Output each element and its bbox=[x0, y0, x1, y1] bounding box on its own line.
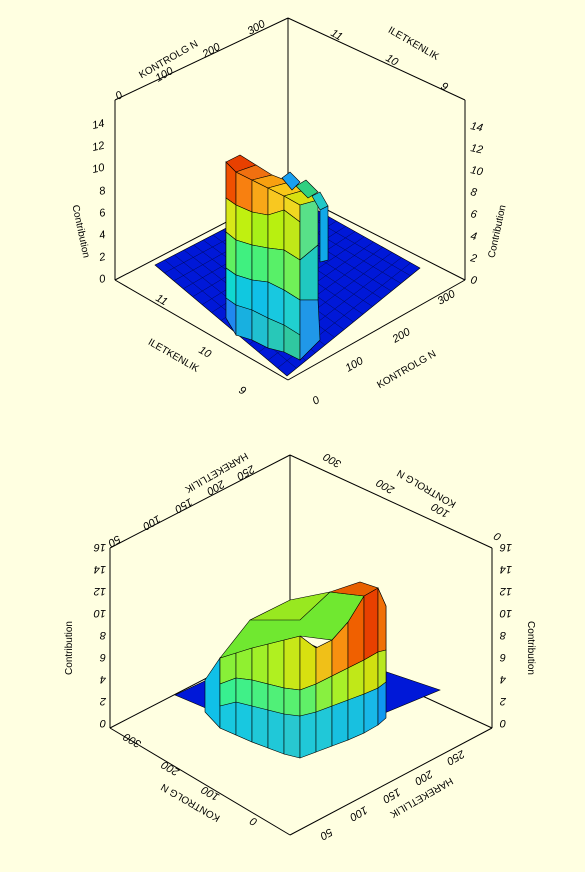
chart-2-top-x-ticks: 50 100 150 200 250 bbox=[105, 462, 257, 549]
c2-tx-150: 150 bbox=[172, 495, 195, 515]
chart-1-z-label-right: Contribution bbox=[487, 204, 509, 259]
c2-bx-100: 100 bbox=[347, 803, 370, 823]
c2-ty-300: 300 bbox=[321, 450, 344, 470]
chart-2-surface bbox=[204, 581, 387, 759]
c2-zr-6: 6 bbox=[499, 651, 506, 663]
chart-1: 0 2 4 6 8 10 12 14 0 2 4 6 8 10 12 14 Co… bbox=[69, 17, 509, 408]
c2-tx-100: 100 bbox=[140, 512, 163, 532]
c2-ty-0: 0 bbox=[491, 529, 503, 543]
c2-by-200: 200 bbox=[159, 758, 183, 779]
c2-zr-4: 4 bbox=[500, 673, 506, 685]
c2-zr-14: 14 bbox=[500, 563, 512, 575]
c1-zl-12: 12 bbox=[91, 140, 105, 154]
chart-1-box-lines bbox=[114, 17, 466, 381]
c2-zr-2: 2 bbox=[500, 695, 507, 707]
c1-zl-4: 4 bbox=[98, 229, 106, 242]
c2-zl-14: 14 bbox=[94, 563, 106, 575]
chart-2-top-y-ticks: 300 200 100 0 bbox=[321, 450, 504, 543]
c2-bx-200: 200 bbox=[412, 767, 436, 788]
c1-ty-11: 11 bbox=[329, 27, 345, 43]
chart-2-bottom-x-ticks: 50 100 150 200 250 bbox=[317, 747, 467, 842]
c2-bx-250: 250 bbox=[444, 747, 468, 768]
c1-zr-10: 10 bbox=[469, 164, 484, 178]
c1-bx-200: 200 bbox=[390, 326, 414, 347]
c1-bx-0: 0 bbox=[311, 394, 323, 408]
c2-zr-0: 0 bbox=[499, 717, 506, 729]
c1-by-11: 11 bbox=[154, 292, 170, 308]
chart-1-surface bbox=[225, 154, 329, 361]
c2-ty-200: 200 bbox=[374, 476, 398, 497]
c1-zl-14: 14 bbox=[91, 118, 105, 132]
c2-zr-8: 8 bbox=[499, 629, 506, 641]
c2-zl-2: 2 bbox=[100, 695, 107, 707]
c2-zl-16: 16 bbox=[93, 541, 106, 553]
c1-zr-14: 14 bbox=[469, 120, 483, 134]
c1-zr-0: 0 bbox=[469, 274, 478, 287]
c2-by-300: 300 bbox=[121, 730, 144, 750]
chart-2-top-y-label: KONTROLG N bbox=[395, 467, 458, 510]
c2-zl-12: 12 bbox=[94, 585, 106, 597]
c1-zl-2: 2 bbox=[97, 251, 106, 264]
chart-2-z-ticks-left: 0 2 4 6 8 10 12 14 16 bbox=[93, 541, 107, 729]
c1-by-9: 9 bbox=[237, 384, 248, 397]
c2-bx-150: 150 bbox=[380, 785, 403, 805]
chart-2-z-ticks-right: 0 2 4 6 8 10 12 14 16 bbox=[499, 541, 512, 729]
chart-2-box-lines bbox=[109, 454, 493, 836]
c2-zl-6: 6 bbox=[99, 651, 106, 663]
c2-bx-50: 50 bbox=[317, 825, 334, 842]
c1-zl-10: 10 bbox=[91, 161, 106, 175]
c2-tx-50: 50 bbox=[105, 532, 122, 549]
c2-zr-10: 10 bbox=[499, 607, 512, 619]
c1-zl-0: 0 bbox=[98, 273, 107, 286]
c1-zl-6: 6 bbox=[98, 207, 107, 220]
c2-zl-4: 4 bbox=[100, 673, 106, 685]
c1-ty-9: 9 bbox=[439, 80, 450, 93]
chart-1-bottom-y-label: ILETKENLIK bbox=[146, 337, 201, 375]
c2-zr-12: 12 bbox=[500, 585, 512, 597]
c1-bx-100: 100 bbox=[344, 355, 367, 375]
c1-zr-8: 8 bbox=[469, 186, 478, 199]
chart-2-z-label-left: Contribution bbox=[64, 621, 75, 675]
chart-1-z-ticks-right: 0 2 4 6 8 10 12 14 bbox=[468, 120, 484, 287]
c1-zl-8: 8 bbox=[98, 185, 107, 198]
c2-by-100: 100 bbox=[199, 783, 222, 803]
chart-1-top-y-ticks: 11 10 9 bbox=[329, 27, 450, 93]
c2-zl-0: 0 bbox=[99, 717, 106, 729]
c1-zr-2: 2 bbox=[468, 252, 477, 265]
c1-bx-300: 300 bbox=[436, 288, 459, 308]
chart-1-bottom-x-label: KONTROLG N bbox=[375, 349, 438, 392]
chart-1-z-ticks-left: 0 2 4 6 8 10 12 14 bbox=[91, 118, 107, 286]
chart-2-z-label-right: Contribution bbox=[525, 621, 536, 675]
c1-zr-4: 4 bbox=[469, 230, 477, 243]
c2-zl-10: 10 bbox=[93, 607, 106, 619]
c1-ty-10: 10 bbox=[384, 52, 401, 69]
c1-zr-12: 12 bbox=[469, 142, 483, 156]
c2-zl-8: 8 bbox=[99, 629, 106, 641]
chart-2-bottom-y-ticks: 300 200 100 0 bbox=[121, 730, 260, 828]
chart-1-z-label-left: Contribution bbox=[69, 204, 91, 259]
c1-tx-300: 300 bbox=[246, 18, 269, 38]
c2-zr-16: 16 bbox=[499, 541, 512, 553]
chart-2: 0 2 4 6 8 10 12 14 16 0 2 4 6 8 10 12 14… bbox=[64, 450, 536, 843]
c1-by-10: 10 bbox=[197, 344, 214, 361]
c1-zr-6: 6 bbox=[469, 208, 478, 221]
